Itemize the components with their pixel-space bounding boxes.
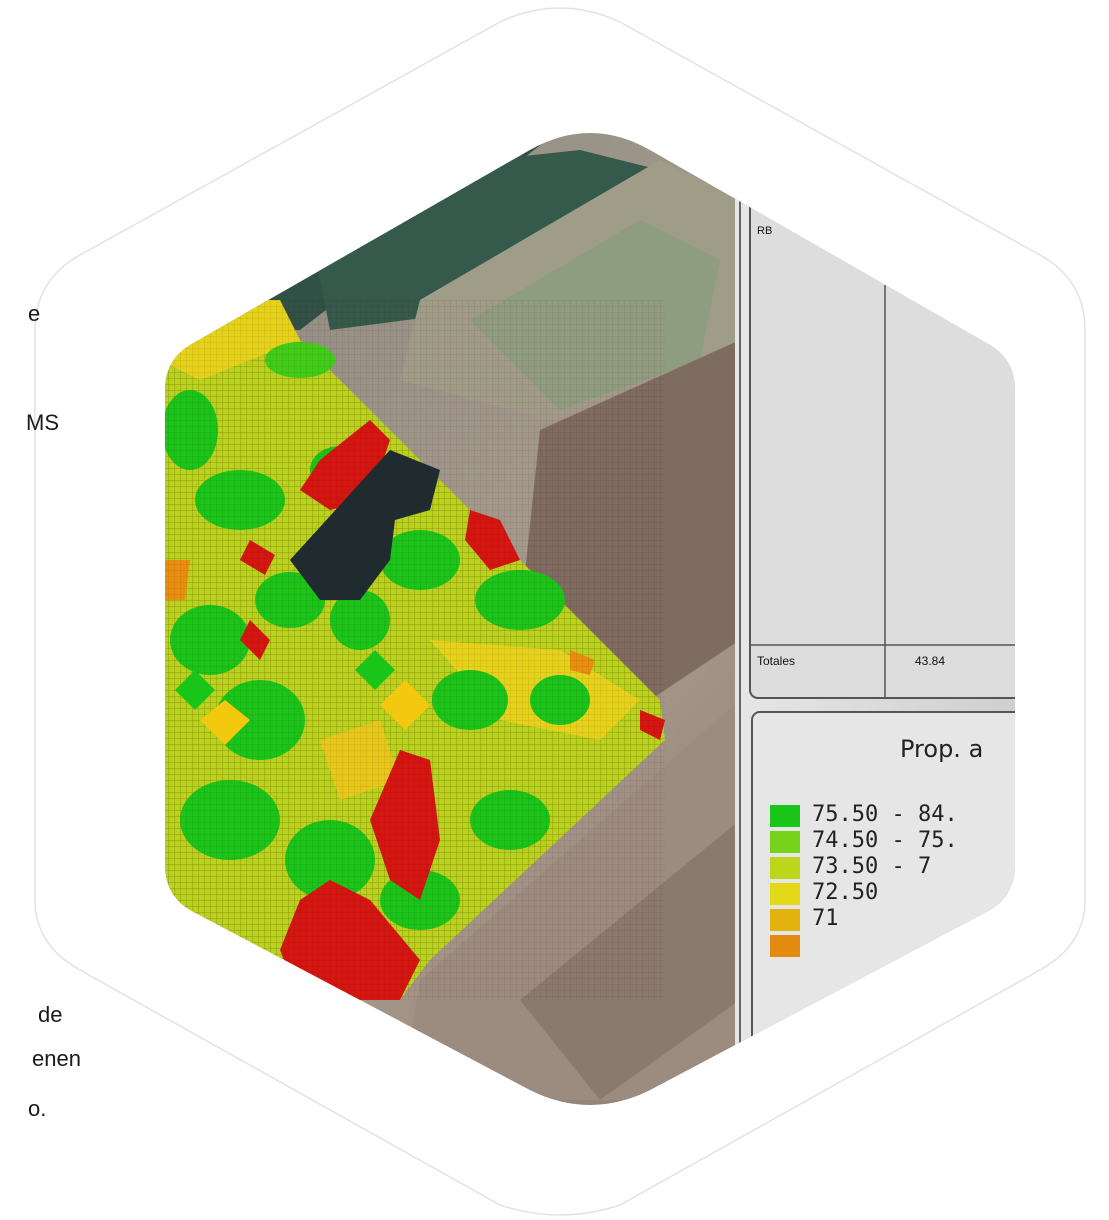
marker	[355, 650, 395, 690]
side-text-line3: de	[38, 1002, 63, 1027]
side-text-line1: e	[28, 301, 41, 326]
side-text-line4: enen	[32, 1046, 81, 1071]
marker	[380, 680, 430, 730]
side-text-line5: o.	[28, 1096, 47, 1121]
side-text-line2: MS	[26, 410, 59, 435]
yield-map	[165, 300, 665, 1000]
dark-plot	[290, 450, 440, 600]
marker	[200, 700, 250, 745]
marker	[175, 670, 215, 710]
report-panel	[735, 133, 1015, 1105]
